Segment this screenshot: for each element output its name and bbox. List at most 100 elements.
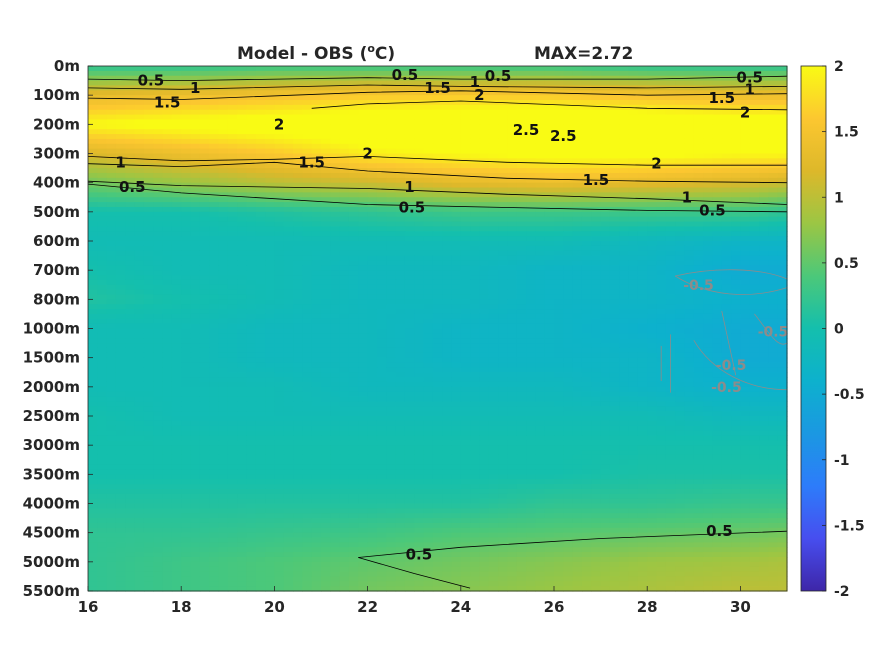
heatmap-cell <box>460 211 471 218</box>
heatmap-cell <box>153 347 164 354</box>
heatmap-cell <box>628 357 639 364</box>
heatmap-cell <box>227 75 238 82</box>
heatmap-cell <box>171 313 182 320</box>
heatmap-cell <box>712 109 723 116</box>
heatmap-cell <box>759 255 769 262</box>
heatmap-cell <box>432 143 443 150</box>
heatmap-cell <box>106 231 117 237</box>
heatmap-cell <box>526 134 536 140</box>
heatmap-cell <box>302 104 313 111</box>
heatmap-cell <box>600 172 611 179</box>
heatmap-cell <box>274 90 285 96</box>
heatmap-cell <box>684 104 695 111</box>
heatmap-cell <box>554 202 564 208</box>
heatmap-cell <box>749 304 760 310</box>
heatmap-cell <box>209 119 220 125</box>
heatmap-cell <box>479 328 490 334</box>
heatmap-cell <box>600 109 611 116</box>
heatmap-cell <box>619 279 630 286</box>
heatmap-cell <box>265 381 275 388</box>
heatmap-cell <box>488 163 499 169</box>
heatmap-cell <box>348 318 359 325</box>
heatmap-cell <box>740 284 751 291</box>
heatmap-cell <box>190 367 201 373</box>
heatmap-cell <box>367 313 378 320</box>
heatmap-cell <box>647 241 658 247</box>
heatmap-cell <box>740 211 751 218</box>
heatmap-cell <box>731 236 741 242</box>
heatmap-cell <box>125 182 136 189</box>
heatmap-cell <box>581 362 592 368</box>
heatmap-cell <box>442 211 453 218</box>
heatmap-cell <box>265 85 275 91</box>
heatmap-cell <box>404 158 415 164</box>
heatmap-cell <box>572 95 583 101</box>
heatmap-cell <box>703 304 714 310</box>
heatmap-cell <box>572 187 583 193</box>
heatmap-cell <box>181 231 192 237</box>
heatmap-cell <box>209 338 220 344</box>
heatmap-cell <box>572 80 583 87</box>
heatmap-cell <box>572 250 583 257</box>
heatmap-cell <box>619 143 630 150</box>
heatmap-cell <box>106 95 117 101</box>
heatmap-cell <box>656 177 667 184</box>
heatmap-cell <box>423 163 434 169</box>
heatmap-cell <box>171 352 182 359</box>
heatmap-cell <box>395 347 406 354</box>
heatmap-cell <box>591 372 602 378</box>
heatmap-cell <box>535 172 546 179</box>
heatmap-cell <box>125 66 136 72</box>
heatmap-cell <box>134 216 145 223</box>
heatmap-cell <box>628 192 639 198</box>
heatmap-cell <box>237 114 248 121</box>
heatmap-cell <box>209 250 220 257</box>
heatmap-cell <box>759 241 769 247</box>
heatmap-cell <box>209 381 220 388</box>
heatmap-cell <box>274 333 285 339</box>
heatmap-cell <box>190 138 201 145</box>
heatmap-cell <box>516 231 527 237</box>
heatmap-cell <box>479 338 490 344</box>
heatmap-cell <box>479 362 490 368</box>
heatmap-cell <box>712 211 723 218</box>
heatmap-cell <box>293 216 303 223</box>
heatmap-cell <box>265 270 275 276</box>
heatmap-cell <box>246 221 257 228</box>
heatmap-cell <box>265 75 275 82</box>
heatmap-cell <box>749 119 760 125</box>
heatmap-cell <box>339 275 350 281</box>
heatmap-cell <box>348 206 359 213</box>
heatmap-cell <box>246 386 257 393</box>
heatmap-cell <box>386 275 397 281</box>
heatmap-cell <box>265 343 275 349</box>
heatmap-cell <box>581 313 592 320</box>
heatmap-cell <box>731 197 741 203</box>
heatmap-cell <box>759 352 769 359</box>
heatmap-cell <box>237 100 248 106</box>
heatmap-cell <box>628 163 639 169</box>
heatmap-cell <box>665 129 676 135</box>
heatmap-cell <box>181 85 192 91</box>
heatmap-cell <box>731 100 741 106</box>
heatmap-cell <box>358 177 369 184</box>
heatmap-cell <box>134 182 145 189</box>
heatmap-cell <box>274 66 285 72</box>
heatmap-cell <box>125 138 136 145</box>
heatmap-cell <box>470 90 481 96</box>
heatmap-cell <box>246 168 257 174</box>
heatmap-cell <box>507 304 518 310</box>
heatmap-cell <box>749 343 760 349</box>
heatmap-cell <box>647 236 658 242</box>
heatmap-cell <box>171 357 182 364</box>
heatmap-cell <box>376 284 387 291</box>
heatmap-cell <box>330 352 341 359</box>
heatmap-cell <box>526 309 536 315</box>
heatmap-cell <box>647 275 658 281</box>
heatmap-cell <box>367 109 378 116</box>
heatmap-cell <box>544 260 555 266</box>
heatmap-cell <box>665 236 676 242</box>
heatmap-cell <box>339 304 350 310</box>
heatmap-cell <box>535 95 546 101</box>
heatmap-cell <box>470 279 481 286</box>
